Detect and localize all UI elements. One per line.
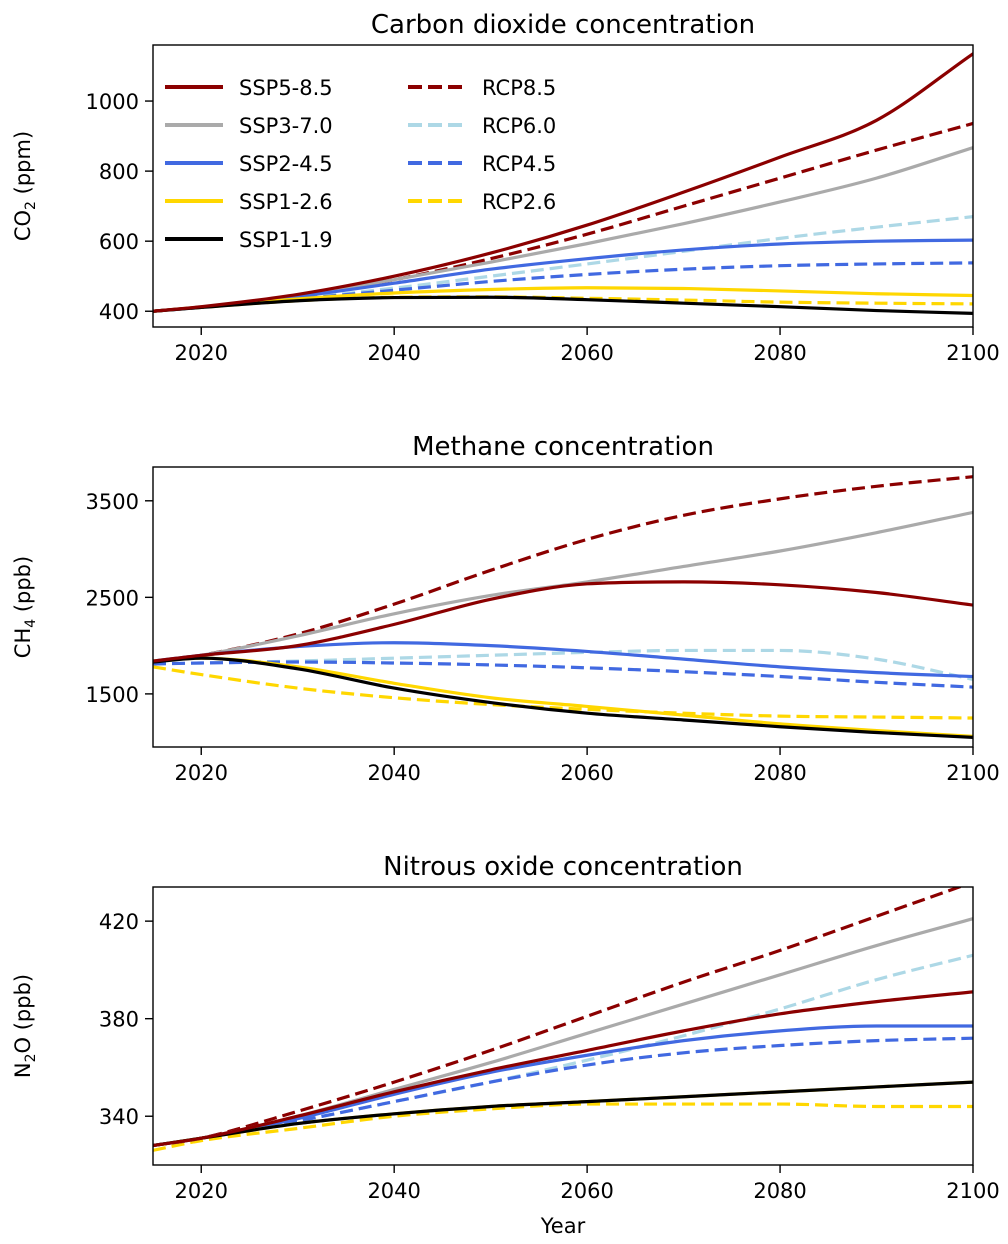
x-tick-label: 2040 (367, 341, 420, 365)
legend-label: SSP1-1.9 (239, 228, 333, 252)
series-line-ssp1-2-6 (153, 1080, 973, 1148)
legend-label: SSP5-8.5 (239, 76, 333, 100)
y-axis-label: CO2 (ppm) (11, 131, 39, 241)
legend-item-rcp6-0: RCP6.0 (408, 114, 556, 138)
y-tick-label: 2500 (86, 586, 139, 610)
series-line-ssp5-8-5 (153, 990, 973, 1148)
x-tick-label: 2060 (560, 341, 613, 365)
x-tick-label: 2040 (367, 761, 420, 785)
legend-item-ssp5-8-5: SSP5-8.5 (165, 76, 333, 100)
legend-item-ssp3-7-0: SSP3-7.0 (165, 114, 333, 138)
y-tick-label: 1000 (86, 90, 139, 114)
series-line-ssp1-1-9 (153, 1080, 973, 1148)
series-line-ssp5-8-5 (153, 52, 973, 313)
legend-label: RCP4.5 (482, 152, 556, 176)
axes-frame (152, 466, 974, 748)
y-tick-label: 400 (99, 300, 139, 324)
y-tick-label: 420 (99, 910, 139, 934)
legend: SSP5-8.5 SSP3-7.0 SSP2-4.5 SSP1-2.6 SSP1-1.9… (165, 76, 556, 252)
y-axis-label: CH4 (ppb) (11, 556, 39, 658)
series-lines (153, 475, 973, 739)
series-line-rcp2-6 (153, 1102, 973, 1152)
x-tick-label: 2080 (753, 341, 806, 365)
x-axis-label: Year (540, 1214, 586, 1238)
legend-item-ssp2-4-5: SSP2-4.5 (165, 152, 333, 176)
legend-item-rcp4-5: RCP4.5 (408, 152, 556, 176)
x-tick-label: 2100 (946, 341, 999, 365)
x-tick-label: 2080 (753, 1179, 806, 1203)
axes-frame (152, 886, 974, 1166)
y-tick-label: 340 (99, 1105, 139, 1129)
x-tick-label: 2100 (946, 1179, 999, 1203)
legend-item-rcp8-5: RCP8.5 (408, 76, 556, 100)
x-tick-label: 2020 (175, 1179, 228, 1203)
x-tick-label: 2040 (367, 1179, 420, 1203)
y-tick-label: 380 (99, 1008, 139, 1032)
series-lines (153, 887, 973, 1152)
x-tick-label: 2020 (175, 341, 228, 365)
legend-label: RCP8.5 (482, 76, 556, 100)
legend-label: RCP2.6 (482, 190, 556, 214)
series-line-rcp8-5 (153, 887, 965, 1148)
legend-item-ssp1-2-6: SSP1-2.6 (165, 190, 333, 214)
series-line-ssp3-7-0 (153, 917, 973, 1148)
x-tick-label: 2020 (175, 761, 228, 785)
panel-1: Carbon dioxide concentration 2020 2040 2060… (11, 10, 1000, 365)
legend-item-rcp2-6: RCP2.6 (408, 190, 556, 214)
chart-title: Nitrous oxide concentration (383, 852, 743, 882)
legend-label: RCP6.0 (482, 114, 556, 138)
series-line-ssp1-1-9 (153, 295, 973, 315)
x-tick-label: 2060 (560, 1179, 613, 1203)
chart-title: Methane concentration (412, 432, 714, 462)
y-tick-label: 800 (99, 160, 139, 184)
series-line-ssp2-4-5 (153, 1024, 973, 1148)
series-line-rcp8-5 (153, 475, 973, 664)
y-tick-label: 1500 (86, 683, 139, 707)
chart-title: Carbon dioxide concentration (371, 10, 755, 40)
axes-frame (152, 44, 974, 328)
series-line-ssp1-1-9 (153, 656, 973, 739)
legend-label: SSP1-2.6 (239, 190, 333, 214)
panel-3: Nitrous oxide concentration 2020 2040 2060 2… (11, 852, 1000, 1238)
series-lines (153, 52, 973, 315)
y-axis-label: N2O (ppb) (11, 974, 39, 1078)
panel-2: Methane concentration 2020 2040 2060 2080 210… (11, 432, 1000, 785)
y-tick-label: 3500 (86, 490, 139, 514)
series-line-ssp5-8-5 (153, 580, 973, 663)
y-tick-label: 600 (99, 230, 139, 254)
x-tick-label: 2080 (753, 761, 806, 785)
x-tick-label: 2100 (946, 761, 999, 785)
x-tick-label: 2060 (560, 761, 613, 785)
legend-label: SSP2-4.5 (239, 152, 333, 176)
legend-item-ssp1-1-9: SSP1-1.9 (165, 228, 333, 252)
legend-label: SSP3-7.0 (239, 114, 333, 138)
